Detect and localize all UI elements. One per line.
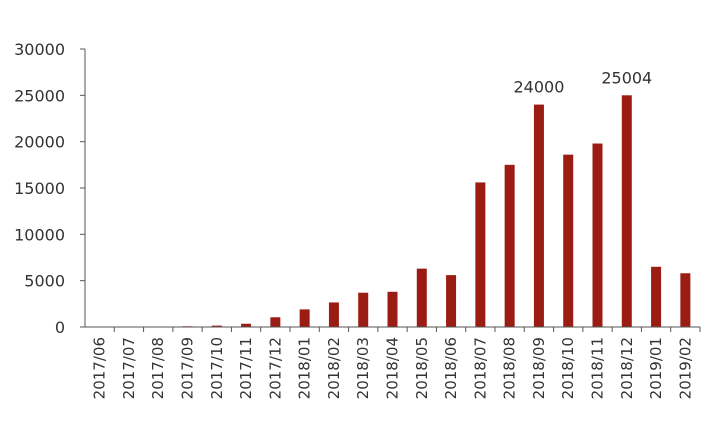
- bar: [270, 317, 280, 327]
- x-tick-label: 2018/03: [354, 337, 372, 399]
- data-label: 24000: [513, 78, 564, 97]
- bar-series: [124, 95, 690, 327]
- x-tick-label: 2018/10: [559, 337, 577, 399]
- x-tick-label: 2018/12: [618, 337, 636, 399]
- x-axis: [85, 327, 700, 332]
- bar: [417, 269, 427, 327]
- x-tick-label: 2019/01: [647, 337, 665, 399]
- x-tick-label: 2018/09: [530, 337, 548, 399]
- x-tick-label: 2018/05: [413, 337, 431, 399]
- x-tick-label: 2017/11: [237, 337, 255, 399]
- bar: [358, 293, 368, 327]
- bar: [593, 144, 603, 327]
- x-tick-label: 2018/08: [501, 337, 519, 399]
- x-tick-label: 2018/06: [442, 337, 460, 399]
- x-tick-label: 2017/06: [91, 337, 109, 399]
- bar: [622, 95, 632, 327]
- bar: [505, 165, 515, 327]
- bar: [680, 273, 690, 327]
- x-tick-label: 2019/02: [676, 337, 694, 399]
- y-tick-label: 15000: [14, 179, 65, 198]
- bar: [388, 292, 398, 327]
- bar: [651, 267, 661, 327]
- y-tick-label: 20000: [14, 133, 65, 152]
- bar: [475, 182, 485, 327]
- x-tick-label: 2018/11: [589, 337, 607, 399]
- x-tick-label: 2018/04: [384, 337, 402, 399]
- y-tick-label: 25000: [14, 86, 65, 105]
- bar: [534, 105, 544, 327]
- data-labels: 24000 25004: [513, 68, 652, 96]
- x-tick-label: 2018/07: [471, 337, 489, 399]
- x-tick-label: 2017/10: [208, 337, 226, 399]
- bar: [563, 155, 573, 327]
- x-tick-label: 2017/08: [149, 337, 167, 399]
- bar: [446, 275, 456, 327]
- y-tick-label: 0: [55, 318, 65, 337]
- x-tick-labels: 2017/06 2017/07 2017/08 2017/09 2017/10 2017/…: [91, 337, 695, 399]
- y-tick-label: 30000: [14, 40, 65, 59]
- x-tick-label: 2017/09: [179, 337, 197, 399]
- y-tick-label: 5000: [24, 272, 65, 291]
- x-tick-label: 2017/07: [120, 337, 138, 399]
- y-tick-label: 10000: [14, 225, 65, 244]
- bar: [329, 302, 339, 327]
- x-tick-label: 2017/12: [266, 337, 284, 399]
- y-tick-labels: 0 5000 10000 15000 20000 25000 30000: [14, 40, 65, 337]
- x-tick-label: 2018/01: [296, 337, 314, 399]
- x-tick-label: 2018/02: [325, 337, 343, 399]
- bar: [300, 309, 310, 327]
- data-label: 25004: [601, 68, 652, 87]
- y-axis: [80, 49, 85, 327]
